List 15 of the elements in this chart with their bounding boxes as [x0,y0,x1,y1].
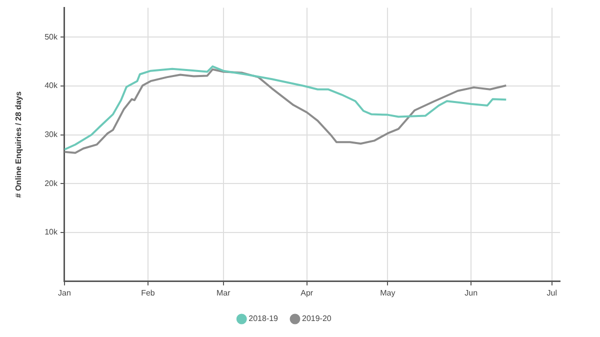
legend-label: 2019-20 [302,314,332,324]
y-tick-label: 20k [44,178,58,188]
x-tick-label: Apr [300,288,314,298]
x-tick-label: Jul [546,288,558,298]
y-tick-label: 50k [44,32,58,42]
y-tick-label: 40k [44,81,58,90]
x-tick-label: Jan [58,288,71,298]
x-tick-label: May [380,288,396,298]
legend-label: 2018-19 [248,314,279,324]
y-tick-label: 10k [44,228,58,237]
x-tick-label: Feb [141,288,156,298]
y-tick-label: 30k [44,130,58,140]
y-axis-title: # Online Enquiries / 28 days [14,90,24,198]
x-tick-label: Jun [464,288,478,298]
x-tick-label: Mar [216,288,231,298]
